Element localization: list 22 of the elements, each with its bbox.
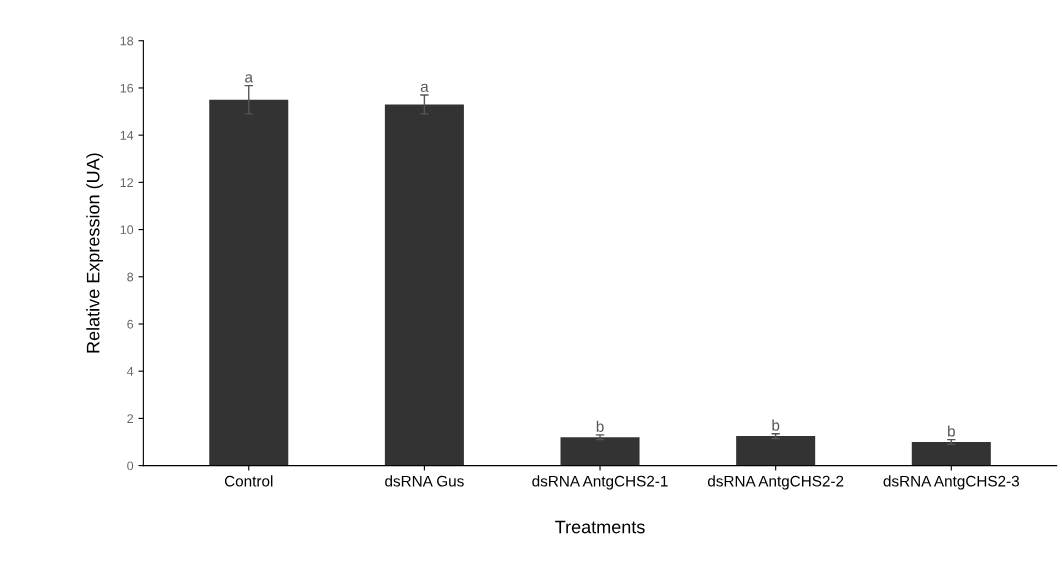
x-tick-label: dsRNA AntgCHS2-1 [532, 475, 668, 490]
x-tick-label: dsRNA Gus [385, 475, 464, 487]
x-tick-label: Control [224, 475, 273, 487]
annotation: b [948, 425, 955, 437]
y-tick-label: 6 [127, 319, 134, 329]
y-tick-label: 16 [120, 83, 134, 93]
y-tick-label: 10 [120, 225, 134, 235]
x-tick-label: dsRNA AntgCHS2-2 [707, 475, 844, 490]
annotation: b [596, 420, 604, 432]
x-axis-title: Treatments [555, 520, 645, 534]
annotation: a [245, 74, 253, 83]
y-tick-label: 14 [120, 131, 134, 140]
annotation: b [772, 419, 780, 431]
y-axis-title: Relative Expression (UA) [86, 153, 104, 353]
y-tick-label: 2 [127, 414, 134, 423]
y-tick-label: 12 [120, 178, 134, 187]
annotation: a [420, 83, 429, 93]
y-tick-label: 0 [127, 461, 134, 471]
y-tick-label: 18 [120, 36, 134, 46]
y-tick-label: 8 [127, 272, 134, 282]
y-tick-label: 4 [126, 367, 134, 376]
x-tick-label: dsRNA AntgCHS2-3 [883, 475, 1019, 490]
